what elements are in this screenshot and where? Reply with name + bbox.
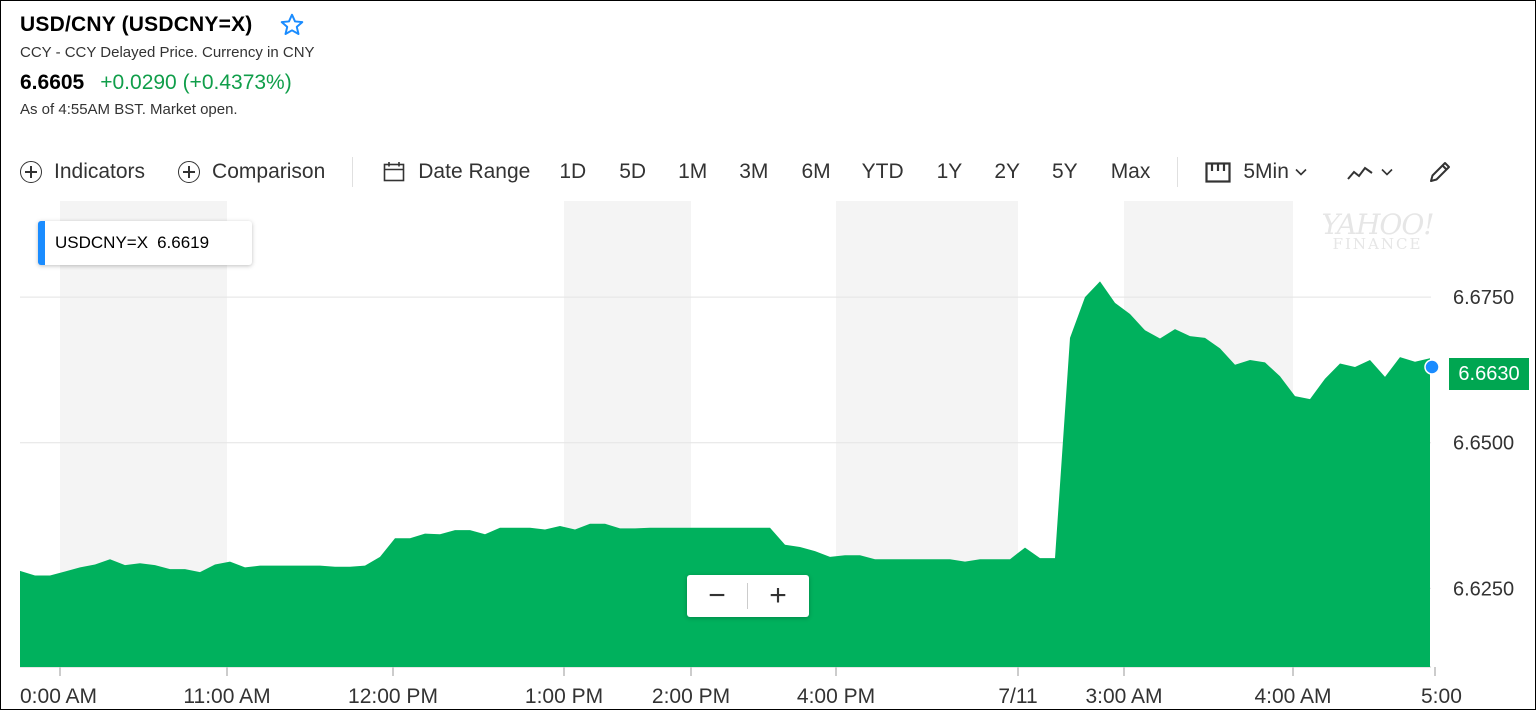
x-tick-label: 2:00 PM xyxy=(652,685,730,708)
price-change: +0.0290 (+0.4373%) xyxy=(100,71,292,94)
page-title: USD/CNY (USDCNY=X) xyxy=(20,13,253,36)
range-ytd[interactable]: YTD xyxy=(861,160,904,183)
y-tick-label: 6.6500 xyxy=(1453,433,1514,455)
watermark-line1: YAHOO! xyxy=(1321,208,1434,241)
last-price-tag: 6.6630 xyxy=(1449,358,1529,390)
range-1m[interactable]: 1M xyxy=(678,160,708,183)
zoom-divider xyxy=(747,583,748,609)
as-of-status: As of 4:55AM BST. Market open. xyxy=(20,101,238,118)
zoom-out-button[interactable]: − xyxy=(708,579,726,612)
comparison-button[interactable]: Comparison xyxy=(178,160,325,184)
watermark-line2: FINANCE xyxy=(1332,235,1423,253)
x-tick-label: 3:00 AM xyxy=(1085,685,1162,708)
x-tick-label: 11:00 AM xyxy=(183,685,270,708)
legend-symbol: USDCNY=X xyxy=(55,233,149,252)
x-tick-label: 7/11 xyxy=(998,685,1037,708)
calendar-icon xyxy=(382,160,406,184)
price-chart[interactable]: 6.6250 6.6500 6.6750 0:00 AM 11:00 AM 12:00 … xyxy=(20,201,1536,710)
star-icon[interactable] xyxy=(279,12,305,38)
chevron-down-icon xyxy=(1381,168,1393,176)
range-max[interactable]: Max xyxy=(1110,160,1151,183)
zoom-control: − + xyxy=(687,575,809,617)
date-range-label: Date Range xyxy=(418,160,531,183)
legend-value: 6.6619 xyxy=(157,233,210,252)
add-circle-icon xyxy=(20,161,42,183)
range-1d[interactable]: 1D xyxy=(559,160,587,183)
y-tick-label: 6.6750 xyxy=(1453,287,1514,309)
x-tick-label: 5:00 xyxy=(1421,685,1462,708)
y-axis-ticks: 6.6250 6.6500 6.6750 xyxy=(1453,287,1514,600)
add-circle-icon xyxy=(178,161,201,183)
candle-interval-icon xyxy=(1205,160,1231,184)
price-area xyxy=(20,281,1430,667)
range-2y[interactable]: 2Y xyxy=(994,160,1020,183)
indicators-button[interactable]: Indicators xyxy=(20,160,145,184)
chevron-down-icon xyxy=(1295,168,1307,176)
x-tick-label: 12:00 PM xyxy=(348,685,438,708)
current-price: 6.6605 xyxy=(20,71,85,94)
toolbar-divider xyxy=(1177,157,1179,187)
chart-type-dropdown[interactable] xyxy=(1347,163,1393,181)
range-5d[interactable]: 5D xyxy=(619,160,647,183)
range-5y[interactable]: 5Y xyxy=(1052,160,1078,183)
draw-button[interactable] xyxy=(1427,159,1453,185)
last-price-dot xyxy=(1424,359,1440,375)
x-tick-label: 4:00 AM xyxy=(1254,685,1331,708)
pencil-icon xyxy=(1427,159,1453,185)
range-6m[interactable]: 6M xyxy=(801,160,831,183)
chart-toolbar: Indicators Comparison Date Range 1D 5D 1… xyxy=(20,150,1516,194)
indicators-label: Indicators xyxy=(54,160,146,183)
comparison-label: Comparison xyxy=(212,160,326,183)
y-tick-label: 6.6250 xyxy=(1453,578,1514,600)
series-legend[interactable]: USDCNY=X 6.6619 xyxy=(38,221,252,265)
range-3m[interactable]: 3M xyxy=(739,160,769,183)
interval-dropdown[interactable]: 5Min xyxy=(1205,160,1307,184)
range-1y[interactable]: 1Y xyxy=(936,160,963,183)
date-range-button[interactable]: Date Range xyxy=(382,160,530,184)
quote-header: USD/CNY (USDCNY=X) CCY - CCY Delayed Pri… xyxy=(20,10,315,118)
x-tick-label: 0:00 AM xyxy=(20,685,97,708)
x-tick-label: 4:00 PM xyxy=(797,685,875,708)
line-chart-icon xyxy=(1347,163,1373,181)
x-axis-ticks: 0:00 AM 11:00 AM 12:00 PM 1:00 PM 2:00 PM 4:0… xyxy=(20,685,1462,708)
zoom-in-button[interactable]: + xyxy=(769,579,787,612)
quote-subtitle: CCY - CCY Delayed Price. Currency in CNY xyxy=(20,44,315,61)
x-tick-label: 1:00 PM xyxy=(525,685,603,708)
toolbar-divider xyxy=(352,157,354,187)
interval-label: 5Min xyxy=(1243,160,1289,183)
x-grid-lines xyxy=(20,666,1436,676)
chart-area[interactable]: 6.6250 6.6500 6.6750 0:00 AM 11:00 AM 12:00 … xyxy=(20,201,1536,710)
yahoo-finance-watermark: YAHOO! FINANCE xyxy=(1315,208,1440,253)
